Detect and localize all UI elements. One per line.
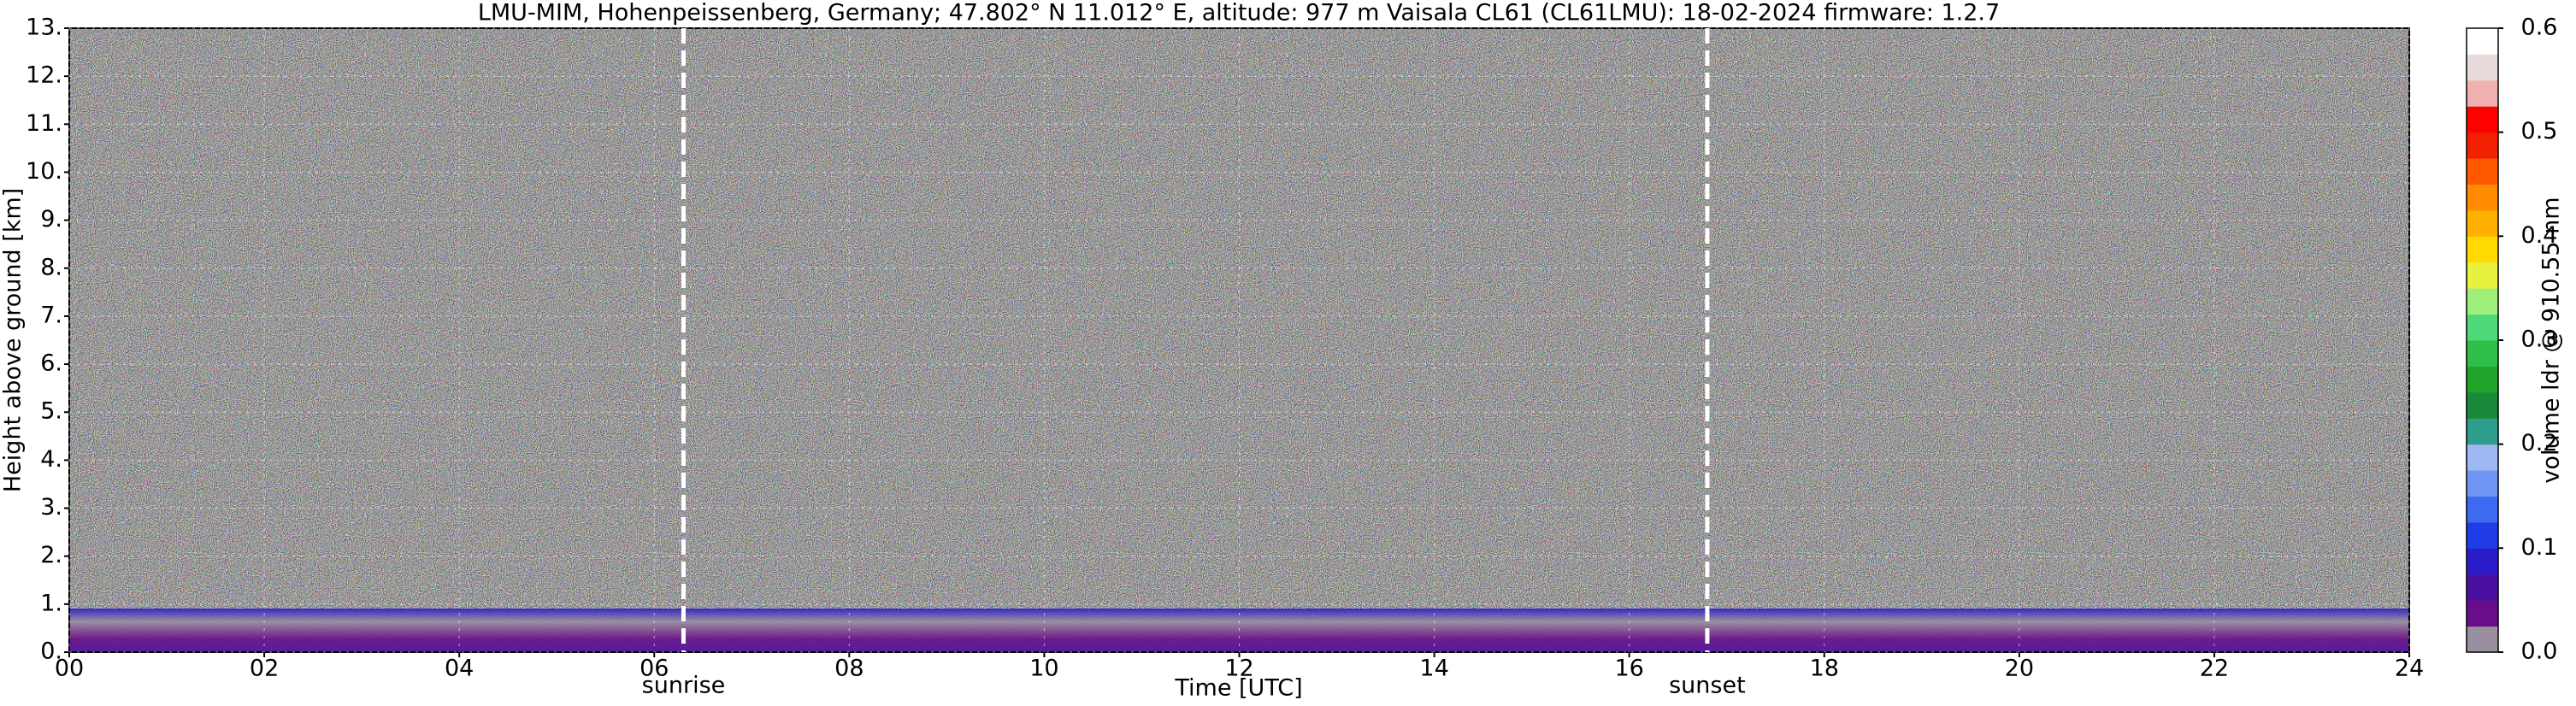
colorbar-tick-label: 0.3 [2521,327,2558,353]
colorbar-label: volume ldr @ 910.55 nm [2538,197,2565,484]
y-tick-label: 3. [40,494,62,521]
y-tick-label: 5. [40,398,62,425]
colorbar-tick-label: 0.5 [2521,118,2558,144]
colorbar-segment [2467,314,2498,341]
colorbar-segment [2467,521,2498,549]
y-tick-label: 10. [26,158,62,185]
x-tick-label: 02 [250,656,279,682]
colorbar-segment [2467,496,2498,523]
annotation-label: sunset [1669,673,1746,699]
colorbar-segment [2467,262,2498,289]
y-tick-label: 2. [40,542,62,568]
annotation-label: sunrise [642,673,726,699]
colorbar-segment [2467,158,2498,185]
colorbar-segment [2467,132,2498,159]
colorbar-tick-label: 0.0 [2521,638,2558,665]
x-tick-label: 08 [834,656,864,682]
backscatter-texture [69,28,2409,652]
colorbar-segment [2467,600,2498,627]
x-tick-label: 20 [2005,656,2034,682]
y-tick-label: 4. [40,446,62,473]
colorbar-segment [2467,444,2498,471]
colorbar-segment [2467,366,2498,393]
y-tick-label: 13. [26,15,62,41]
colorbar-tick-label: 0.1 [2521,534,2558,561]
colorbar-segment [2467,79,2498,107]
colorbar-segment [2467,288,2498,315]
colorbar-segment [2467,28,2498,55]
colorbar-tick-label: 0.2 [2521,430,2558,456]
y-tick-label: 7. [40,302,62,328]
y-axis-label: Height above ground [km] [0,188,27,492]
colorbar-segment [2467,236,2498,263]
y-tick-label: 12. [26,62,62,89]
y-tick-label: 9. [40,206,62,232]
x-tick-label: 14 [1419,656,1448,682]
colorbar-segment [2467,418,2498,445]
y-tick-label: 6. [40,350,62,377]
y-tick-label: 0. [40,638,62,665]
colorbar-segment [2467,574,2498,601]
colorbar-segment [2467,106,2498,133]
colorbar-tick-label: 0.4 [2521,222,2558,249]
x-tick-label: 00 [55,656,84,682]
x-tick-label: 04 [445,656,474,682]
colorbar-segment [2467,626,2498,653]
colorbar-segment [2467,470,2498,497]
colorbar-segment [2467,391,2498,419]
x-tick-label: 12 [1224,656,1253,682]
colorbar-segment [2467,548,2498,575]
x-tick-label: 10 [1029,656,1058,682]
colorbar-segment [2467,184,2498,211]
colorbar-tick-label: 0.6 [2521,15,2558,41]
x-tick-label: 16 [1614,656,1643,682]
x-tick-label: 24 [2395,656,2424,682]
x-tick-label: 18 [1810,656,1839,682]
colorbar-segment [2467,340,2498,367]
x-tick-label: 22 [2200,656,2229,682]
x-tick-label: 06 [640,656,669,682]
y-tick-label: 1. [40,590,62,616]
colorbar-segment [2467,209,2498,237]
y-tick-label: 11. [26,110,62,137]
colorbar-segment [2467,54,2498,81]
x-axis-label: Time [UTC] [1174,675,1302,702]
chart-title: LMU-MIM, Hohenpeissenberg, Germany; 47.8… [478,0,2000,26]
y-tick-label: 8. [40,254,62,280]
